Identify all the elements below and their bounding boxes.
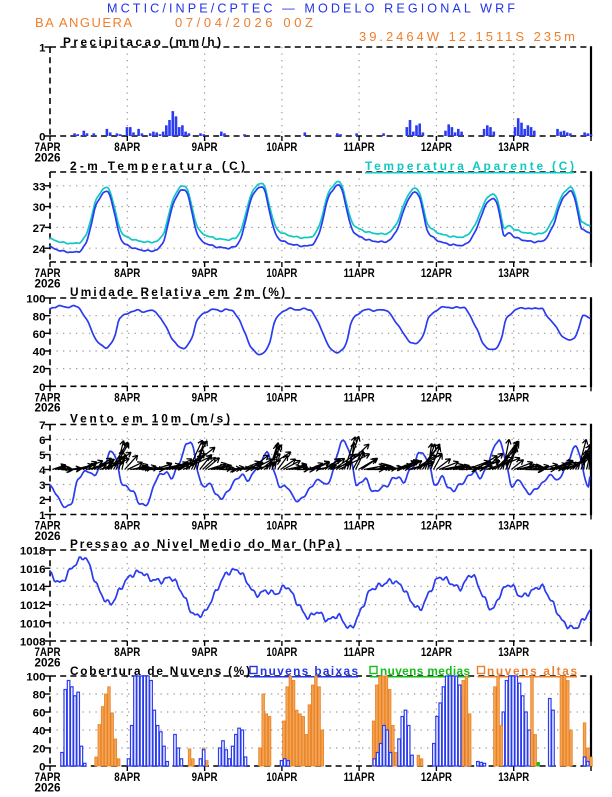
svg-text:11APR: 11APR: [344, 645, 375, 659]
svg-text:2026: 2026: [35, 655, 61, 669]
svg-text:40: 40: [33, 347, 46, 359]
svg-text:1010: 1010: [20, 618, 46, 630]
svg-text:100: 100: [26, 294, 45, 306]
svg-text:11APR: 11APR: [344, 266, 375, 280]
svg-text:12APR: 12APR: [421, 645, 452, 659]
svg-text:Pressao ao Nivel Medio do Mar: Pressao ao Nivel Medio do Mar (hPa): [70, 537, 340, 551]
svg-text:1018: 1018: [20, 546, 46, 558]
svg-text:80: 80: [33, 690, 46, 702]
svg-text:12APR: 12APR: [421, 140, 452, 154]
svg-text:13APR: 13APR: [498, 390, 529, 404]
svg-text:12APR: 12APR: [421, 519, 452, 533]
svg-text:7APR: 7APR: [35, 390, 61, 404]
svg-text:13APR: 13APR: [498, 770, 529, 784]
svg-text:2026: 2026: [35, 780, 61, 792]
svg-text:8APR: 8APR: [114, 519, 140, 533]
svg-text:2026: 2026: [35, 529, 61, 543]
svg-text:nuvens medias: nuvens medias: [380, 664, 470, 678]
svg-text:24: 24: [33, 244, 46, 256]
svg-text:13APR: 13APR: [498, 519, 529, 533]
svg-text:3: 3: [39, 480, 46, 492]
svg-text:11APR: 11APR: [344, 770, 375, 784]
svg-text:1: 1: [39, 510, 46, 522]
svg-text:13APR: 13APR: [498, 140, 529, 154]
svg-text:7APR: 7APR: [35, 519, 61, 533]
svg-text:13APR: 13APR: [498, 645, 529, 659]
svg-text:10APR: 10APR: [266, 140, 297, 154]
svg-text:1008: 1008: [20, 637, 46, 649]
svg-text:8APR: 8APR: [114, 390, 140, 404]
svg-text:9APR: 9APR: [192, 519, 218, 533]
svg-text:10APR: 10APR: [266, 519, 297, 533]
svg-text:11APR: 11APR: [344, 519, 375, 533]
svg-text:2026: 2026: [35, 276, 61, 290]
svg-text:11APR: 11APR: [344, 390, 375, 404]
svg-text:7APR: 7APR: [35, 266, 61, 280]
svg-text:2026: 2026: [35, 150, 61, 164]
svg-text:60: 60: [33, 708, 46, 720]
svg-text:4: 4: [39, 465, 46, 477]
svg-text:7APR: 7APR: [35, 645, 61, 659]
svg-text:Cobertura de Nuvens (%): Cobertura de Nuvens (%): [70, 664, 250, 678]
svg-text:13APR: 13APR: [498, 266, 529, 280]
svg-text:1016: 1016: [20, 564, 46, 576]
svg-text:12APR: 12APR: [421, 266, 452, 280]
svg-text:9APR: 9APR: [192, 645, 218, 659]
svg-text:33: 33: [33, 181, 46, 193]
svg-text:9APR: 9APR: [192, 770, 218, 784]
svg-text:0: 0: [39, 132, 46, 144]
svg-text:11APR: 11APR: [344, 140, 375, 154]
svg-text:9APR: 9APR: [192, 266, 218, 280]
svg-text:7: 7: [39, 420, 46, 432]
svg-text:40: 40: [33, 726, 46, 738]
svg-text:07/04/2026 00Z: 07/04/2026 00Z: [175, 15, 313, 30]
svg-text:nuvens baixas: nuvens baixas: [260, 664, 358, 678]
svg-text:20: 20: [33, 364, 46, 376]
svg-text:30: 30: [33, 202, 46, 214]
svg-text:5: 5: [39, 450, 46, 462]
svg-text:9APR: 9APR: [192, 140, 218, 154]
svg-text:0: 0: [39, 762, 46, 774]
svg-text:10APR: 10APR: [266, 645, 297, 659]
svg-text:80: 80: [33, 311, 46, 323]
svg-text:10APR: 10APR: [266, 266, 297, 280]
svg-text:10APR: 10APR: [266, 770, 297, 784]
svg-text:7APR: 7APR: [35, 770, 61, 784]
svg-text:20: 20: [33, 744, 46, 756]
svg-text:BA ANGUERA: BA ANGUERA: [35, 15, 132, 30]
svg-text:6: 6: [39, 435, 46, 447]
svg-text:10APR: 10APR: [266, 390, 297, 404]
svg-text:Umidade Relativa em 2m (%): Umidade Relativa em 2m (%): [70, 285, 285, 299]
svg-text:8APR: 8APR: [114, 770, 140, 784]
svg-text:8APR: 8APR: [114, 266, 140, 280]
svg-text:1014: 1014: [20, 582, 46, 594]
svg-text:9APR: 9APR: [192, 390, 218, 404]
svg-text:nuvens altas: nuvens altas: [487, 664, 577, 678]
svg-text:2026: 2026: [35, 401, 61, 415]
svg-text:8APR: 8APR: [114, 140, 140, 154]
svg-text:12APR: 12APR: [421, 390, 452, 404]
svg-text:2: 2: [39, 495, 46, 507]
svg-text:0: 0: [39, 382, 46, 394]
svg-text:1: 1: [39, 43, 46, 55]
svg-text:100: 100: [26, 672, 45, 684]
svg-text:7APR: 7APR: [35, 140, 61, 154]
svg-text:60: 60: [33, 329, 46, 341]
svg-text:12APR: 12APR: [421, 770, 452, 784]
svg-text:1012: 1012: [20, 600, 46, 612]
svg-text:2-m Temperatura (C): 2-m Temperatura (C): [70, 159, 245, 173]
svg-text:8APR: 8APR: [114, 645, 140, 659]
svg-text:27: 27: [33, 223, 46, 235]
svg-text:MCTIC/INPE/CPTEC — MODELO REGI: MCTIC/INPE/CPTEC — MODELO REGIONAL WRF: [107, 2, 515, 16]
